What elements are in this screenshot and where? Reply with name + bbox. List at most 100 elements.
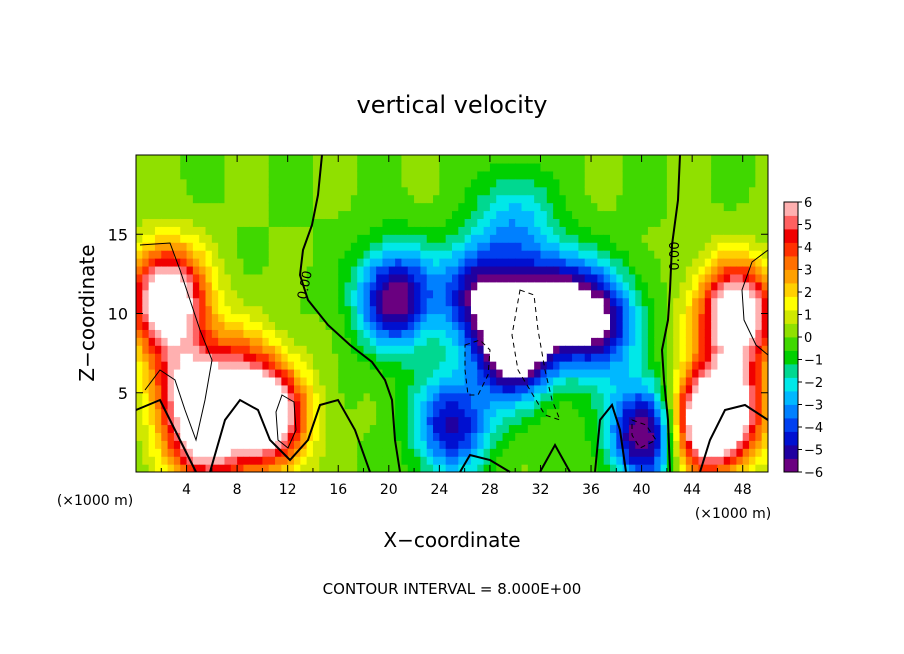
heatmap-cell — [508, 305, 516, 315]
heatmap-cell — [742, 448, 750, 457]
heatmap-cell — [477, 329, 485, 338]
heatmap-cell — [180, 210, 188, 220]
heatmap-cell — [433, 368, 440, 378]
heatmap-cell — [572, 242, 579, 251]
heatmap-cell — [666, 226, 674, 235]
heatmap-cell — [395, 432, 403, 441]
heatmap-cell — [275, 329, 282, 338]
heatmap-cell — [483, 194, 491, 204]
heatmap-cell — [173, 210, 181, 220]
heatmap-cell — [262, 162, 270, 172]
heatmap-cell — [350, 218, 358, 227]
heatmap-cell — [294, 162, 301, 172]
heatmap-cell — [692, 368, 700, 378]
heatmap-cell — [199, 345, 207, 354]
heatmap-cell — [350, 265, 358, 275]
heatmap-cell — [616, 226, 624, 235]
heatmap-cell — [553, 329, 561, 338]
heatmap-cell — [591, 321, 598, 330]
heatmap-cell — [565, 400, 573, 410]
heatmap-cell — [287, 273, 295, 283]
heatmap-cell — [742, 305, 750, 315]
heatmap-cell — [180, 416, 188, 426]
heatmap-cell — [584, 178, 592, 188]
heatmap-cell — [736, 440, 744, 449]
heatmap-cell — [300, 368, 308, 378]
heatmap-cell — [186, 186, 194, 196]
heatmap-cell — [230, 321, 238, 330]
heatmap-cell — [730, 289, 737, 299]
heatmap-cell — [527, 162, 535, 172]
heatmap-cell — [527, 376, 535, 386]
zero-contour-right — [660, 154, 681, 473]
heatmap-cell — [136, 440, 143, 449]
heatmap-cell — [148, 408, 156, 418]
heatmap-cell — [508, 440, 516, 449]
heatmap-cell — [641, 313, 649, 323]
heatmap-cell — [717, 250, 725, 259]
heatmap-cell — [230, 329, 238, 338]
heatmap-cell — [331, 202, 339, 212]
heatmap-cell — [180, 456, 188, 465]
heatmap-cell — [635, 400, 643, 410]
heatmap-cell — [610, 440, 617, 449]
heatmap-cell — [730, 170, 737, 180]
heatmap-cell — [237, 178, 245, 188]
heatmap-cell — [666, 440, 674, 449]
heatmap-cell — [268, 250, 276, 259]
heatmap-cell — [546, 258, 554, 267]
heatmap-cell — [508, 202, 516, 212]
colorbar-swatch — [784, 242, 798, 257]
heatmap-cell — [249, 170, 257, 180]
heatmap-cell — [192, 281, 200, 291]
heatmap-cell — [142, 432, 150, 441]
heatmap-cell — [572, 170, 579, 180]
heatmap-cell — [205, 178, 213, 188]
heatmap-cell — [136, 400, 143, 410]
heatmap-cell — [654, 416, 662, 426]
heatmap-cell — [572, 353, 579, 362]
heatmap-cell — [275, 194, 282, 204]
heatmap-cell — [350, 337, 358, 346]
colorbar-swatch — [784, 310, 798, 324]
heatmap-cell — [230, 234, 238, 243]
heatmap-cell — [186, 305, 194, 315]
heatmap-cell — [584, 384, 592, 394]
heatmap-cell — [578, 178, 586, 188]
heatmap-cell — [414, 155, 421, 164]
heatmap-cell — [224, 337, 232, 346]
heatmap-cell — [325, 202, 333, 212]
heatmap-cell — [452, 273, 459, 283]
heatmap-cell — [572, 265, 579, 275]
heatmap-cell — [616, 408, 624, 418]
heatmap-cell — [527, 305, 535, 315]
heatmap-cell — [489, 384, 497, 394]
heatmap-cell — [376, 250, 384, 259]
heatmap-cell — [698, 305, 706, 315]
heatmap-cell — [553, 226, 561, 235]
heatmap-cell — [192, 329, 200, 338]
heatmap-cell — [433, 321, 440, 330]
heatmap-cell — [420, 155, 428, 164]
heatmap-cell — [224, 273, 232, 283]
heatmap-cell — [622, 384, 630, 394]
heatmap-cell — [376, 234, 384, 243]
heatmap-cell — [300, 226, 308, 235]
heatmap-cell — [515, 218, 523, 227]
heatmap-cell — [275, 265, 282, 275]
heatmap-cell — [641, 400, 649, 410]
heatmap-cell — [508, 337, 516, 346]
heatmap-cell — [483, 178, 491, 188]
heatmap-cell — [534, 440, 542, 449]
heatmap-cell — [388, 305, 396, 315]
heatmap-cell — [136, 273, 143, 283]
heatmap-cell — [211, 400, 219, 410]
heatmap-cell — [249, 329, 257, 338]
heatmap-cell — [167, 226, 175, 235]
heatmap-cell — [515, 345, 523, 354]
heatmap-cell — [224, 464, 232, 472]
heatmap-cell — [357, 155, 365, 164]
heatmap-cell — [344, 210, 352, 220]
heatmap-cell — [679, 218, 687, 227]
heatmap-cell — [439, 178, 447, 188]
